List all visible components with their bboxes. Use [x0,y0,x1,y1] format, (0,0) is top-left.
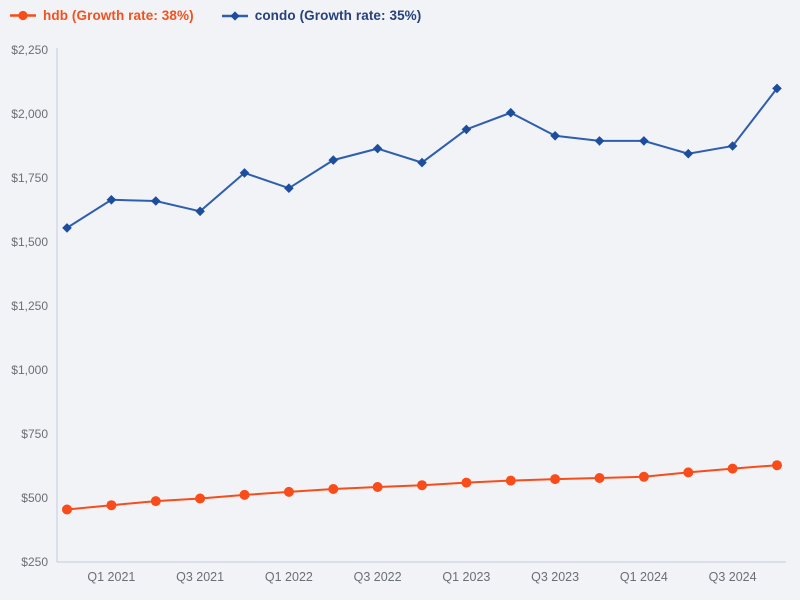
legend: hdb (Growth rate: 38%) condo (Growth rat… [10,8,421,23]
condo-point[interactable] [62,223,72,233]
y-tick-label: $1,000 [11,363,48,377]
x-tick-label: Q1 2023 [442,570,490,584]
hdb-legend-label: hdb (Growth rate: 38%) [43,8,194,23]
y-tick-label: $1,750 [11,171,48,185]
hdb-point[interactable] [62,504,72,515]
y-tick-label: $750 [21,427,48,441]
condo-point[interactable] [639,136,649,146]
x-tick-label: Q3 2024 [709,570,757,584]
condo-point[interactable] [683,148,694,159]
condo-point[interactable] [594,136,605,146]
x-tick-label: Q1 2021 [87,570,135,584]
hdb-point[interactable] [417,480,427,491]
hdb-point[interactable] [594,473,605,483]
condo-point[interactable] [328,155,339,165]
hdb-point[interactable] [372,482,383,492]
hdb-point[interactable] [727,463,738,474]
legend-item-condo[interactable]: condo (Growth rate: 35%) [221,8,422,23]
hdb-point[interactable] [328,484,339,494]
condo-point[interactable] [461,124,472,135]
condo-point[interactable] [505,107,516,118]
hdb-point[interactable] [505,475,516,486]
x-tick-label: Q3 2022 [354,570,402,584]
condo-point[interactable] [150,196,161,206]
y-tick-label: $1,250 [11,299,48,313]
condo-point[interactable] [195,206,205,217]
condo-point[interactable] [417,157,427,168]
condo-point[interactable] [106,195,117,205]
hdb-point[interactable] [461,477,472,488]
legend-item-hdb[interactable]: hdb (Growth rate: 38%) [10,8,194,23]
condo-point[interactable] [550,131,560,141]
hdb-point[interactable] [550,474,561,485]
condo-point[interactable] [239,168,250,178]
y-tick-label: $2,250 [11,43,48,57]
hdb-point[interactable] [239,489,250,500]
hdb-legend-marker-icon [10,10,36,21]
hdb-point[interactable] [772,460,782,471]
condo-point[interactable] [772,83,782,94]
x-tick-label: Q3 2023 [531,570,579,584]
condo-legend-label: condo (Growth rate: 35%) [254,8,422,23]
hdb-point[interactable] [106,500,117,511]
y-tick-label: $1,500 [11,235,48,249]
y-tick-label: $250 [21,555,48,569]
condo-point[interactable] [284,183,294,193]
hdb-point[interactable] [150,496,161,507]
y-tick-label: $500 [21,491,48,505]
y-tick-label: $2,000 [11,107,48,121]
condo-legend-marker-icon [221,10,248,22]
x-tick-label: Q1 2022 [265,570,313,584]
x-tick-label: Q1 2024 [620,570,668,584]
condo-point[interactable] [727,141,738,151]
condo-point[interactable] [372,143,383,154]
hdb-point[interactable] [638,471,649,482]
hdb-point[interactable] [683,467,694,478]
hdb-point[interactable] [283,486,294,497]
hdb-point[interactable] [195,493,206,504]
x-tick-label: Q3 2021 [176,570,224,584]
